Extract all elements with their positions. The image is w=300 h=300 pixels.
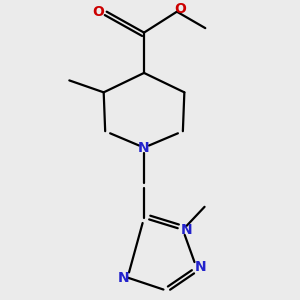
Text: N: N (117, 271, 129, 285)
Text: N: N (138, 141, 150, 154)
Text: O: O (92, 5, 104, 19)
Text: O: O (174, 2, 186, 16)
Text: N: N (181, 223, 192, 237)
Text: N: N (195, 260, 207, 274)
